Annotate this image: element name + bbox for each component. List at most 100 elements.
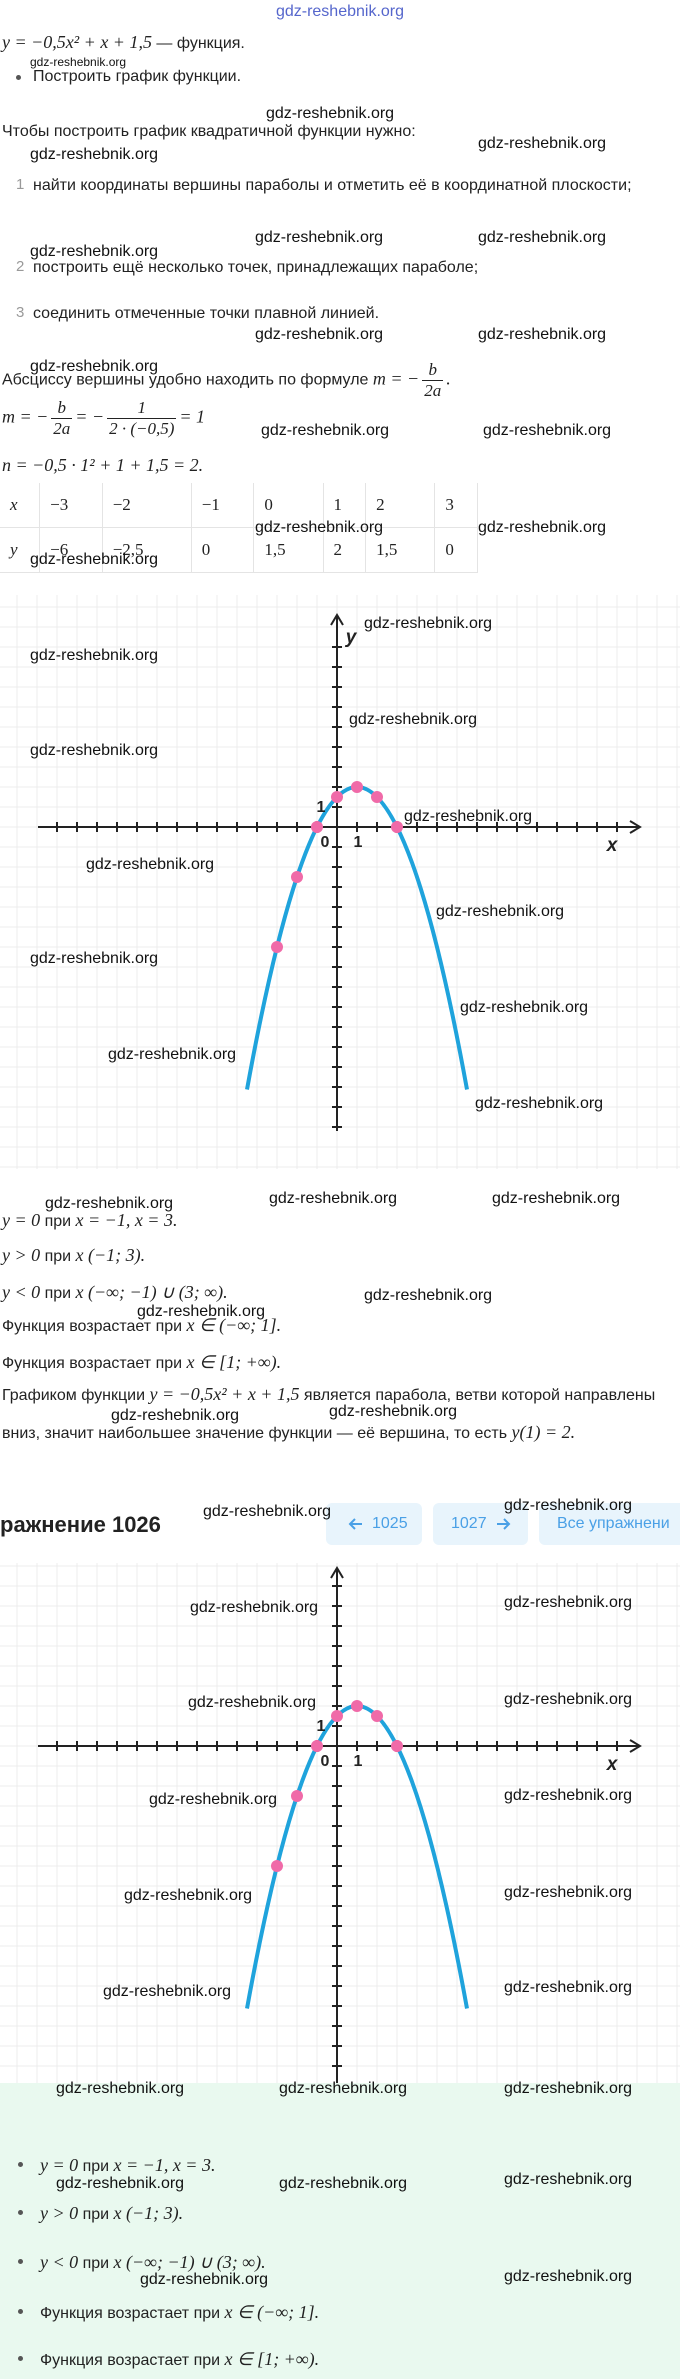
conclusion: Функция возрастает при x ∈ [1; +∞). [2, 1350, 281, 1376]
x-arrow [629, 1739, 642, 1753]
watermark: gdz-reshebnik.org [504, 2080, 633, 2097]
math: x (−1; 3). [113, 2203, 184, 2223]
math: x (−1; 3). [75, 1245, 146, 1265]
math: x ∈ [1; +∞). [186, 1352, 282, 1372]
watermark: gdz-reshebnik.org [504, 1884, 633, 1901]
watermark: gdz-reshebnik.org [504, 1787, 633, 1804]
numerator: b [428, 360, 437, 379]
point [331, 791, 343, 803]
conclusion: y > 0 при x (−1; 3). [2, 1243, 145, 1269]
math: n = −0,5 · 1² + 1 + 1,5 = 2. [2, 455, 204, 475]
watermark: gdz-reshebnik.org [504, 1979, 633, 1996]
next-button[interactable]: 1027 [433, 1503, 528, 1545]
y-arrow [330, 1566, 344, 1579]
math: x (−∞; −1) ∪ (3; ∞). [75, 1282, 228, 1302]
watermark: gdz-reshebnik.org [329, 1403, 458, 1420]
intro: Чтобы построить график квадратичной функ… [2, 123, 416, 140]
watermark: gdz-reshebnik.org [30, 950, 159, 967]
all-exercises-button[interactable]: Все упражнени [539, 1503, 680, 1545]
watermark: gdz-reshebnik.org [460, 999, 589, 1016]
math: y < 0 [2, 1282, 41, 1302]
point [331, 1710, 343, 1722]
text: при [78, 2255, 114, 2272]
text: является парабола, ветви которой направл… [2, 1387, 656, 1442]
denominator: 2a [51, 418, 73, 438]
math: x ∈ (−∞; 1]. [186, 1315, 282, 1335]
watermark: gdz-reshebnik.org [30, 742, 159, 759]
point [371, 791, 383, 803]
vertex-n: n = −0,5 · 1² + 1 + 1,5 = 2. [2, 453, 203, 479]
table-cell: −3 [39, 483, 103, 528]
x-arrow [629, 820, 642, 834]
graph: x 0 1 1 [0, 1563, 680, 2083]
bullet [18, 2162, 23, 2167]
math: x (−∞; −1) ∪ (3; ∞). [113, 2252, 266, 2272]
text: Графиком функции [2, 1387, 150, 1404]
denominator: 2a [422, 380, 444, 400]
task-line: y = −0,5x² + x + 1,5 — функция. [2, 30, 245, 56]
watermark: gdz-reshebnik.org [436, 903, 565, 920]
text: при [78, 2158, 114, 2175]
math: m = − [372, 368, 420, 389]
watermark: gdz-reshebnik.org [30, 551, 159, 568]
math: = 1 [179, 406, 206, 427]
watermark: gdz-reshebnik.org [56, 2175, 185, 2192]
watermark: gdz-reshebnik.org [149, 1791, 278, 1808]
summary: Графиком функции y = −0,5x² + x + 1,5 яв… [2, 1376, 678, 1452]
watermark: gdz-reshebnik.org [504, 1594, 633, 1611]
table-cell: 0 [434, 527, 478, 573]
denominator: 2 · (−0,5) [107, 418, 177, 438]
task-bullet: Построить график функции. [33, 68, 242, 85]
origin-label: 0 [321, 1753, 330, 1770]
text: Функция возрастает при [40, 2352, 225, 2369]
answer-section [0, 2083, 680, 2379]
watermark: gdz-reshebnik.org [279, 2175, 408, 2192]
text: Функция возрастает при [2, 1355, 187, 1372]
watermark: gdz-reshebnik.org [255, 519, 384, 536]
answer-line: y = 0 при x = −1, x = 3. [40, 2153, 215, 2179]
math: y = 0 [2, 1210, 41, 1230]
table-cell: y [0, 527, 41, 573]
unit-y-label: 1 [317, 1718, 326, 1735]
watermark: gdz-reshebnik.org [30, 358, 159, 375]
step-number: 2 [16, 258, 25, 275]
table-body: x −3 −2 −1 0 1 2 3 y −6 −2,5 0 1,5 2 1,5 0 [0, 483, 478, 573]
table-cell: 1,5 [253, 527, 324, 573]
text: — функция. [151, 35, 245, 52]
point [311, 821, 323, 833]
watermark: gdz-reshebnik.org [504, 1691, 633, 1708]
point [371, 1710, 383, 1722]
table-cell: 1,5 [365, 527, 436, 573]
answer-line: Функция возрастает при x ∈ [1; +∞). [40, 2347, 319, 2373]
table-cell: x [0, 483, 41, 528]
table-cell: 0 [253, 483, 324, 528]
watermark: gdz-reshebnik.org [364, 615, 493, 632]
math: y = −0,5x² + x + 1,5 [2, 32, 152, 52]
graph: y x 0 1 1 [0, 595, 680, 1169]
watermark: gdz-reshebnik.org [483, 422, 612, 439]
math: y(1) = 2. [511, 1422, 576, 1442]
math: y = −0,5x² + x + 1,5 [149, 1384, 300, 1404]
unit-x-label: 1 [354, 1753, 363, 1770]
table-cell: −6 [39, 527, 103, 573]
watermark: gdz-reshebnik.org [266, 105, 395, 122]
watermark: gdz-reshebnik.org [404, 808, 533, 825]
conclusion: y = 0 при x = −1, x = 3. [2, 1208, 177, 1234]
numerator: b [57, 398, 67, 417]
button-label: Все упражнени [557, 1515, 670, 1532]
watermark: gdz-reshebnik.org [108, 1046, 237, 1063]
button-label: 1027 [451, 1515, 487, 1532]
step-text: найти координаты вершины параболы и отме… [33, 177, 632, 194]
math: x = −1, x = 3. [75, 1210, 178, 1230]
point [271, 941, 283, 953]
math: y = 0 [40, 2155, 79, 2175]
step-number: 1 [16, 176, 25, 193]
arrow-right [497, 1518, 511, 1530]
watermark: gdz-reshebnik.org [30, 243, 159, 260]
answer-line: Функция возрастает при x ∈ (−∞; 1]. [40, 2300, 319, 2326]
y-axis-label: y [345, 627, 358, 648]
watermark: gdz-reshebnik.org [45, 1195, 174, 1212]
step-number: 3 [16, 304, 25, 321]
prev-button[interactable]: 1025 [326, 1503, 422, 1545]
